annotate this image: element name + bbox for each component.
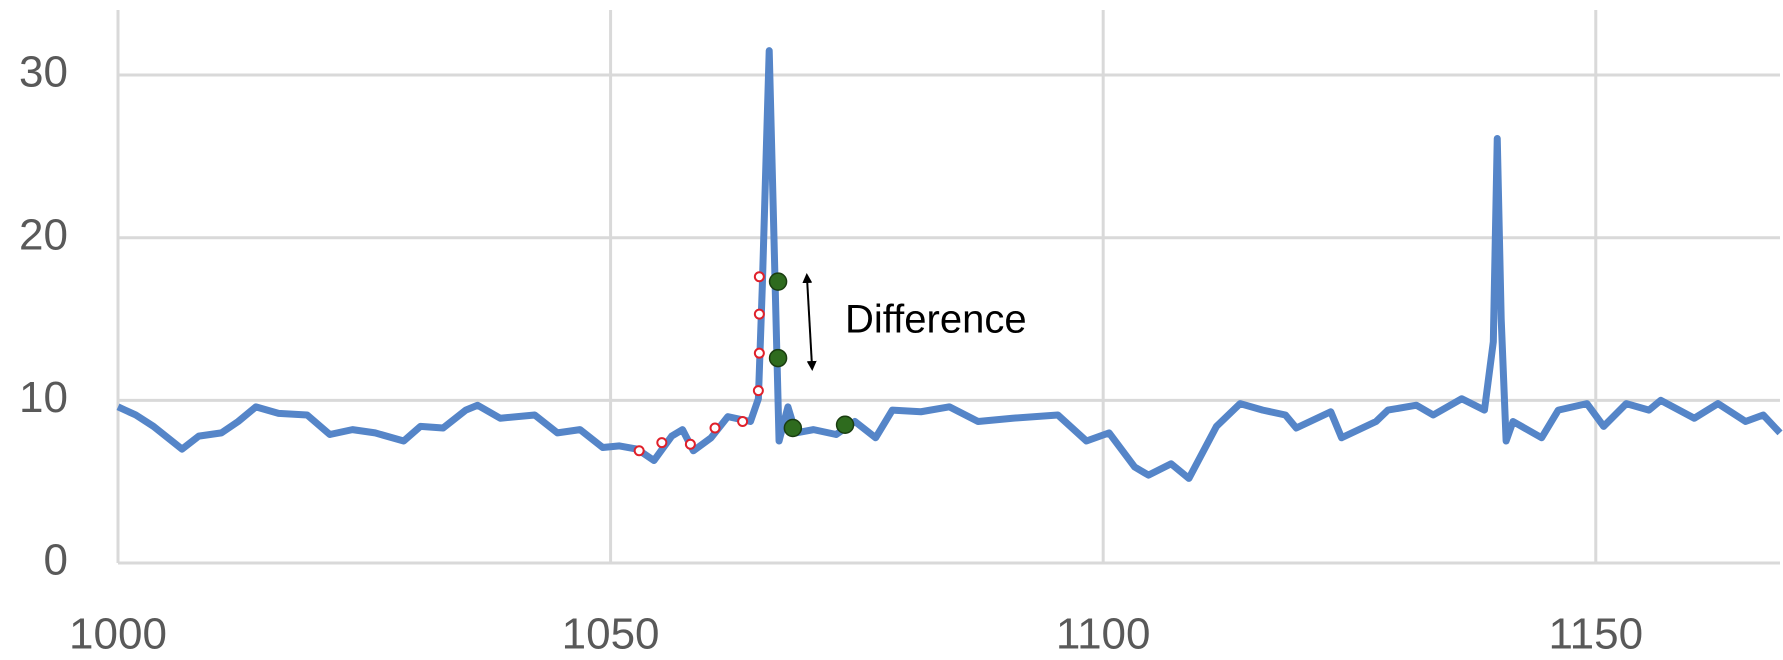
y-tick-label: 10 bbox=[19, 373, 68, 422]
data-point bbox=[768, 272, 788, 291]
y-tick-label: 20 bbox=[19, 210, 68, 259]
data-point bbox=[656, 437, 668, 449]
data-point bbox=[684, 438, 696, 450]
data-point bbox=[753, 271, 765, 283]
difference-arrow bbox=[802, 273, 817, 371]
data-point bbox=[835, 415, 855, 434]
data-point bbox=[783, 418, 803, 438]
data-point bbox=[752, 385, 764, 397]
data-point bbox=[753, 308, 765, 320]
annotation: Difference bbox=[845, 298, 1027, 342]
data-point bbox=[737, 415, 749, 427]
data-point bbox=[633, 445, 645, 457]
data-point bbox=[768, 348, 788, 368]
data-point bbox=[753, 347, 765, 359]
plot bbox=[116, 47, 1783, 482]
x-tick-label: 1100 bbox=[1056, 610, 1151, 659]
y-tick-label: 0 bbox=[44, 536, 68, 585]
data-point bbox=[709, 422, 721, 434]
grid: 0 10 20 30 1000 1050 1100 1150 bbox=[19, 10, 1780, 659]
x-tick-label: 1000 bbox=[69, 610, 167, 659]
y-tick-label: 30 bbox=[19, 48, 68, 97]
x-tick-label: 1150 bbox=[1548, 610, 1643, 659]
x-tick-label: 1050 bbox=[562, 610, 660, 659]
data-line bbox=[116, 47, 1783, 482]
